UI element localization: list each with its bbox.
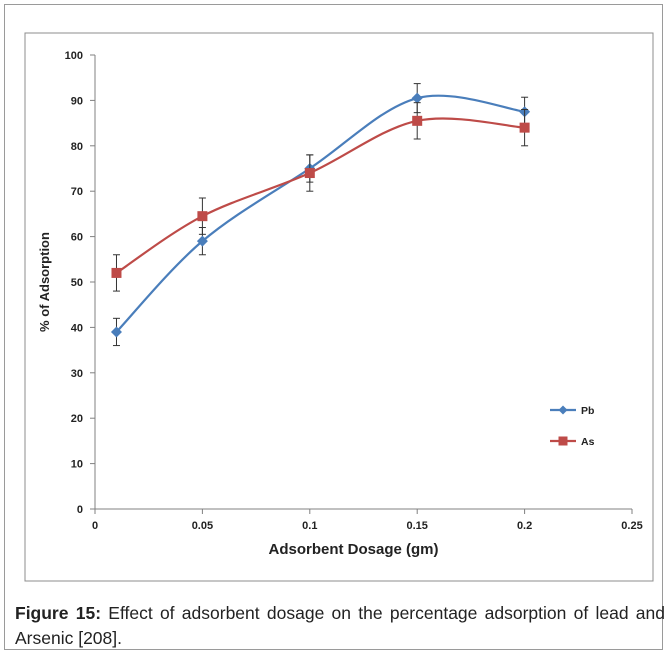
x-tick-label: 0.1 [302,520,317,532]
data-point-as [111,267,122,278]
y-tick-label: 10 [71,459,83,471]
figure-caption: Figure 15: Effect of adsorbent dosage on… [15,601,665,651]
legend-marker [558,436,568,446]
y-tick-label: 50 [71,277,83,289]
y-tick-label: 60 [71,232,83,244]
x-tick-label: 0.25 [621,520,642,532]
y-tick-label: 80 [71,141,83,153]
data-point-pb [411,92,423,104]
y-tick-label: 40 [71,322,83,334]
data-point-pb [196,235,208,247]
legend-marker [558,405,568,415]
caption-text: Effect of adsorbent dosage on the percen… [15,603,665,648]
legend-label: Pb [581,405,594,417]
y-tick-label: 90 [71,95,83,107]
y-tick-label: 20 [71,413,83,425]
data-point-as [304,168,315,179]
data-point-as [197,211,208,222]
y-tick-label: 30 [71,368,83,380]
chart-svg: 0 10 20 30 40 50 60 70 80 90 100 0 0.05 0.1 0.15 0.2 0.2… [24,32,654,582]
data-point-as [519,122,530,133]
data-point-as [412,115,423,126]
x-axis-title: Adsorbent Dosage (gm) [268,541,438,558]
x-tick-label: 0.15 [406,520,427,532]
caption-label: Figure 15: [15,603,102,623]
data-point-pb [110,326,122,338]
x-tick-label: 0 [92,520,98,532]
x-tick-label: 0.2 [517,520,532,532]
y-tick-label: 0 [77,504,83,516]
chart-area-border [24,32,654,582]
y-tick-label: 70 [71,186,83,198]
y-axis-title: % of Adsorption [37,232,52,332]
legend-label: As [581,436,595,448]
x-tick-label: 0.05 [192,520,213,532]
figure-frame: 0 10 20 30 40 50 60 70 80 90 100 0 0.05 0.1 0.15 0.2 0.2… [4,4,665,651]
y-tick-label: 100 [65,50,83,62]
